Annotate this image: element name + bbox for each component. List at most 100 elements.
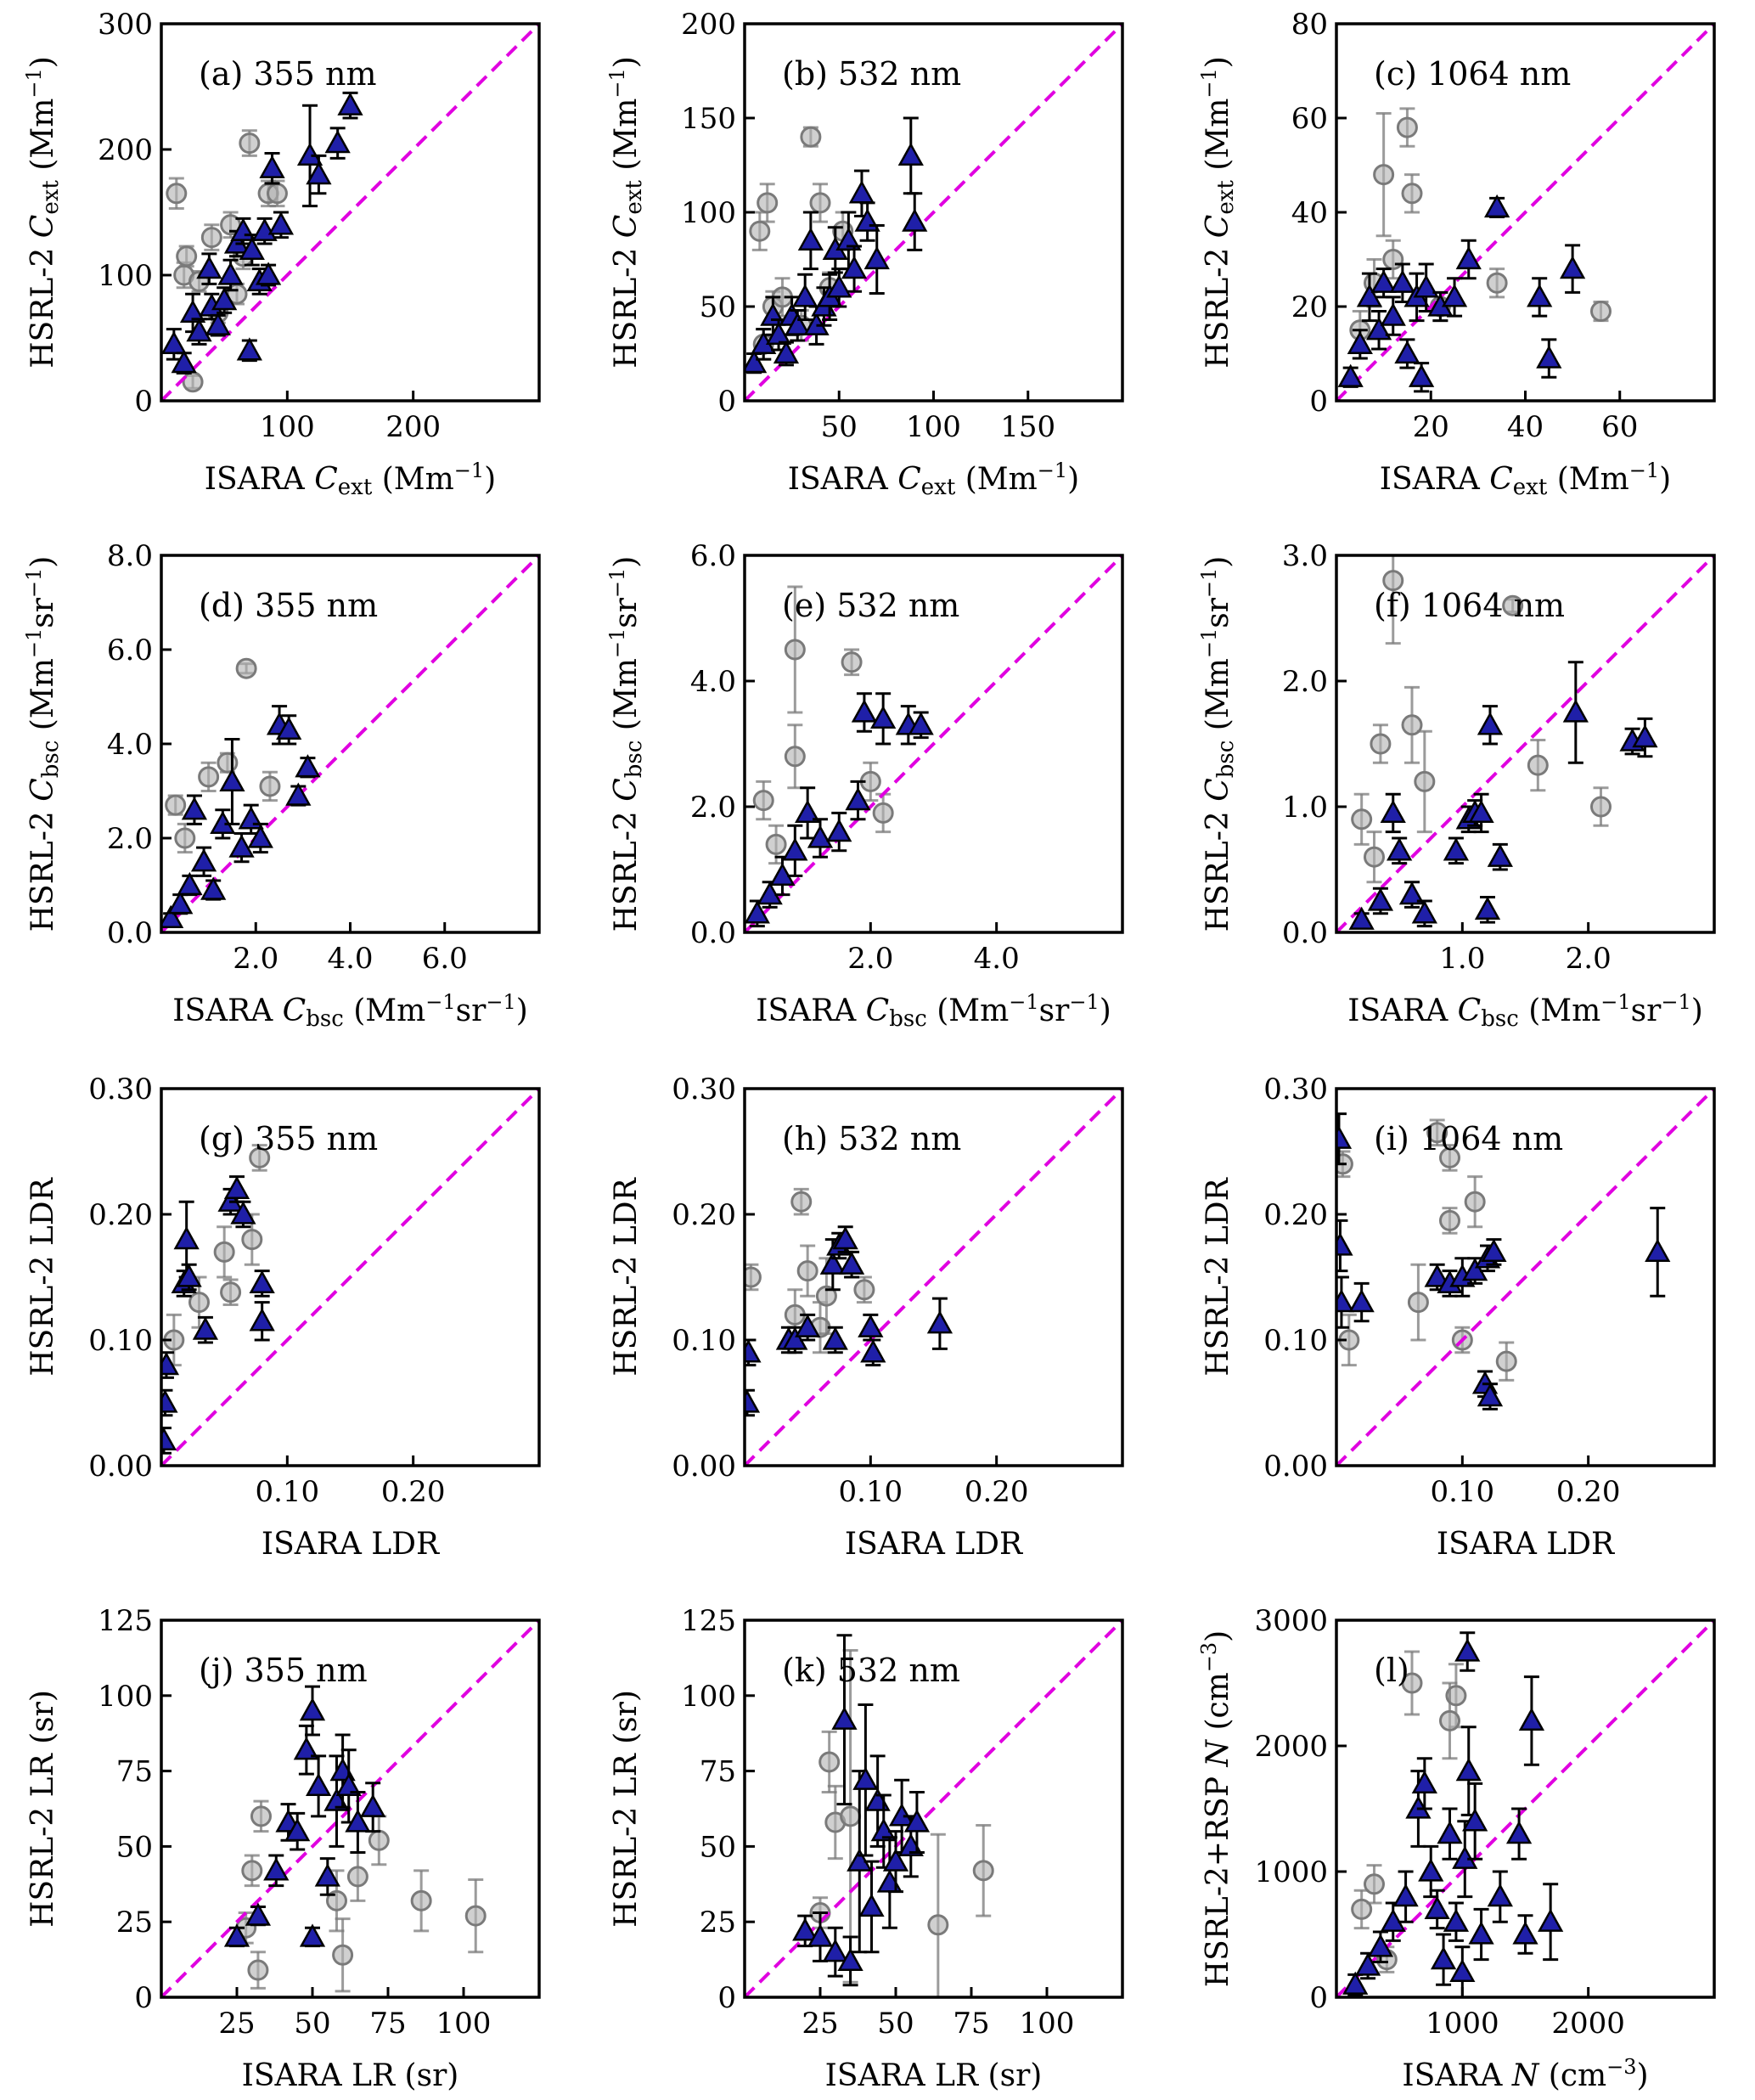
circle-point bbox=[220, 1281, 242, 1303]
y-tick-label: 100 bbox=[681, 1680, 736, 1714]
y-axis-label: HSRL-2 Cbsc (Mm−1sr−1) bbox=[605, 556, 647, 932]
triangle-point bbox=[1348, 906, 1375, 930]
x-tick-label: 0.20 bbox=[381, 1475, 446, 1509]
x-tick-label: 0.20 bbox=[965, 1475, 1029, 1509]
panel-title: (e) 532 nm bbox=[782, 587, 959, 624]
circle-point bbox=[1382, 570, 1404, 592]
panel-e: 2.0 4.0 0.0 2.0 4.0 6.0 (e) 532 nm ISARA Cbsc (… bbox=[605, 539, 1124, 1032]
triangle-point bbox=[882, 1848, 909, 1872]
y-tick-label: 200 bbox=[681, 8, 736, 42]
panel-k: 25 50 75 100 0 25 50 75 100 125 (k) 532 nm ISARA LR… bbox=[609, 1604, 1124, 2093]
circle-point bbox=[841, 651, 863, 673]
triangle-point bbox=[1477, 1383, 1504, 1407]
x-tick-label: 20 bbox=[1413, 410, 1449, 444]
y-tick-label: 0.0 bbox=[107, 916, 153, 950]
triangle-point bbox=[1455, 1758, 1482, 1782]
panel-a: 100 200 0 100 200 300 (a) 355 nm ISARA Cext (Mm… bbox=[22, 8, 541, 500]
circle-point bbox=[166, 183, 188, 205]
circle-point bbox=[1486, 272, 1508, 294]
y-tick-label: 50 bbox=[700, 1830, 736, 1864]
x-tick-label: 25 bbox=[802, 2007, 838, 2041]
triangle-point bbox=[745, 1389, 761, 1413]
triangle-point bbox=[765, 321, 792, 345]
triangle-point bbox=[860, 1339, 886, 1363]
circle-point bbox=[1445, 1685, 1467, 1707]
circle-point bbox=[1401, 714, 1423, 736]
triangle-point bbox=[293, 1737, 320, 1760]
triangle-point bbox=[1562, 699, 1589, 723]
circle-point bbox=[745, 1266, 762, 1288]
triangle-point bbox=[832, 1226, 858, 1250]
triangle-point bbox=[1336, 1289, 1355, 1313]
x-tick-label: 0.20 bbox=[1556, 1475, 1621, 1509]
triangle-point bbox=[1454, 1638, 1481, 1662]
triangle-point bbox=[826, 274, 852, 298]
y-axis-label: HSRL-2 Cbsc (Mm−1sr−1) bbox=[1197, 556, 1239, 932]
x-tick-label: 100 bbox=[1020, 2007, 1075, 2041]
circle-point bbox=[1373, 164, 1395, 186]
triangle-point bbox=[161, 1427, 177, 1451]
triangle-point bbox=[1347, 330, 1373, 355]
circle-point bbox=[1527, 754, 1549, 776]
circle-point bbox=[235, 657, 257, 679]
x-axis-label: ISARA LR (sr) bbox=[242, 2058, 459, 2093]
axes-frame bbox=[160, 1619, 541, 1999]
triangle-point bbox=[192, 1316, 219, 1340]
triangle-point bbox=[1477, 712, 1504, 735]
triangle-point bbox=[745, 900, 770, 924]
y-tick-label: 3.0 bbox=[1282, 539, 1328, 573]
triangle-point bbox=[1487, 843, 1513, 867]
circle-point bbox=[765, 833, 787, 855]
circle-point bbox=[247, 1959, 269, 1981]
circle-point bbox=[752, 790, 774, 812]
triangle-point bbox=[1455, 245, 1482, 270]
triangle-point bbox=[181, 797, 208, 820]
triangle-point bbox=[1411, 900, 1437, 924]
one-to-one-line bbox=[745, 555, 1122, 932]
plot-area bbox=[1336, 555, 1714, 932]
circle-point bbox=[188, 1292, 210, 1314]
circle-point bbox=[1401, 183, 1423, 205]
y-tick-label: 2.0 bbox=[690, 791, 736, 825]
x-tick-label: 25 bbox=[218, 2007, 255, 2041]
triangle-point bbox=[1443, 837, 1470, 861]
circle-point bbox=[249, 1146, 271, 1168]
triangle-point bbox=[223, 1175, 250, 1200]
panel-title: (l) bbox=[1374, 1652, 1409, 1689]
triangle-point bbox=[1518, 1707, 1545, 1731]
circle-point bbox=[266, 183, 288, 205]
triangle-point bbox=[171, 350, 197, 374]
panel-title: (j) 355 nm bbox=[199, 1652, 368, 1689]
circle-point bbox=[749, 220, 771, 242]
triangle-point bbox=[831, 1706, 858, 1730]
triangle-point bbox=[1437, 1821, 1463, 1844]
triangle-point bbox=[236, 337, 262, 361]
y-tick-label: 0 bbox=[1309, 385, 1328, 419]
x-tick-label: 50 bbox=[877, 2007, 914, 2041]
circle-point bbox=[200, 227, 222, 249]
plot-area bbox=[161, 1620, 539, 1997]
triangle-point bbox=[1424, 1264, 1450, 1287]
circle-point bbox=[1396, 116, 1418, 138]
axes-frame bbox=[743, 554, 1124, 934]
y-tick-label: 0.00 bbox=[88, 1450, 153, 1484]
triangle-point bbox=[1481, 1238, 1507, 1263]
triangle-point bbox=[858, 1893, 885, 1917]
panel-b: 50 100 150 0 50 100 150 200 (b) 532 nm ISARA Cext… bbox=[605, 8, 1124, 500]
triangle-point bbox=[1413, 274, 1439, 298]
x-tick-label: 50 bbox=[821, 410, 858, 444]
triangle-point bbox=[870, 705, 897, 729]
x-tick-label: 100 bbox=[436, 2007, 492, 2041]
triangle-point bbox=[1380, 799, 1406, 824]
triangle-point bbox=[1536, 345, 1562, 369]
triangle-point bbox=[205, 312, 231, 335]
panel-c: 20 40 60 0 20 40 60 80 (c) 1064 nm ISARA Cext (Mm… bbox=[1197, 8, 1716, 500]
x-tick-label: 150 bbox=[1000, 410, 1055, 444]
triangle-point bbox=[838, 1251, 865, 1275]
circle-point bbox=[872, 802, 894, 824]
triangle-point bbox=[1342, 1971, 1369, 1995]
x-tick-label: 1000 bbox=[1426, 2007, 1499, 2041]
triangle-point bbox=[795, 1314, 821, 1337]
triangle-point bbox=[807, 1923, 834, 1947]
